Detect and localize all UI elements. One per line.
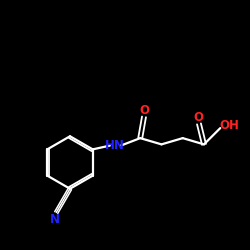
Text: O: O bbox=[193, 111, 203, 124]
Text: HN: HN bbox=[105, 139, 125, 152]
Text: N: N bbox=[50, 213, 60, 226]
Text: O: O bbox=[139, 104, 149, 117]
Text: OH: OH bbox=[220, 119, 240, 132]
